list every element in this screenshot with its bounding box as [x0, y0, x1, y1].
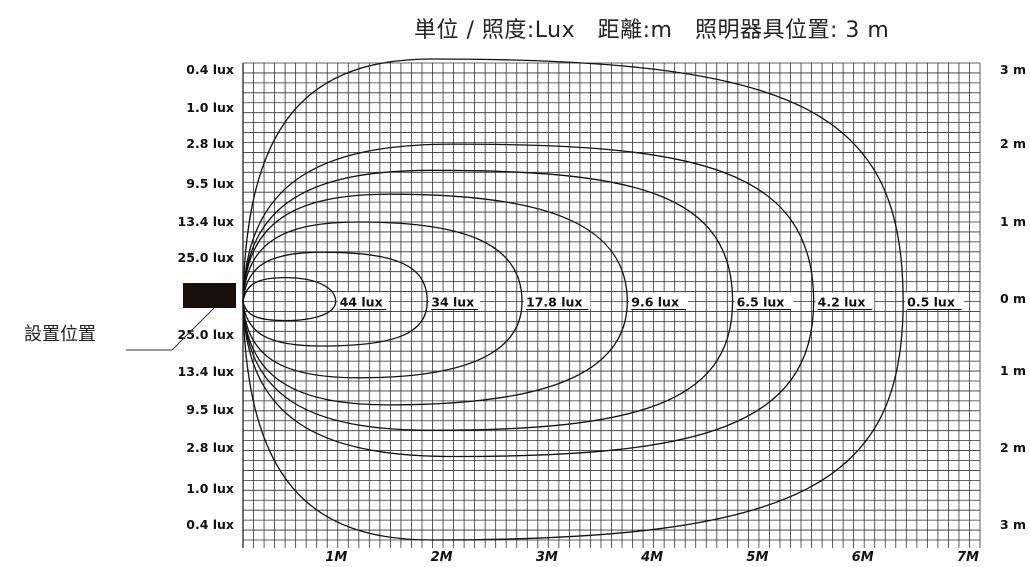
contour-label-bg: [905, 292, 964, 310]
installation-leader-line: [126, 307, 215, 351]
contour-label: 9.6 lux: [631, 295, 679, 310]
contour-label-bg: [815, 292, 875, 310]
contour-label-bg: [734, 292, 794, 310]
contour-label-bg: [629, 292, 688, 310]
left-lux-label: 25.0 lux: [178, 250, 234, 265]
left-lux-label: 0.4 lux: [186, 517, 234, 532]
contour-6: [242, 58, 904, 541]
right-distance-label: 1 m: [1000, 363, 1026, 378]
x-tick-label: 7M: [957, 550, 979, 565]
contour-3: [242, 193, 628, 406]
left-lux-label: 2.8 lux: [186, 136, 234, 151]
fixture-block: [183, 283, 236, 308]
x-tick-label: 3M: [536, 550, 558, 565]
contour-5: [242, 143, 815, 458]
left-lux-label: 0.4 lux: [186, 62, 234, 77]
contour-label-bg: [524, 292, 591, 310]
contour-label: 6.5 lux: [737, 295, 785, 310]
contour-2: [242, 221, 523, 379]
left-lux-label: 13.4 lux: [178, 364, 234, 379]
left-lux-label: 25.0 lux: [178, 327, 234, 342]
x-tick-label: 5M: [746, 550, 768, 565]
contour-label: 0.5 lux: [907, 295, 955, 310]
x-tick-label: 6M: [852, 550, 874, 565]
x-tick-label: 4M: [640, 550, 663, 565]
contour-label: 17.8 lux: [526, 295, 582, 310]
right-distance-label: 2 m: [1000, 440, 1026, 455]
right-distance-label: 0 m: [1000, 291, 1026, 306]
right-distance-labels: 3 m 2 m 1 m 0 m 1 m 2 m 3 m: [1000, 62, 1026, 532]
contour-4: [242, 169, 734, 431]
left-lux-label: 2.8 lux: [186, 440, 234, 455]
x-tick-label: 1M: [325, 550, 347, 565]
right-distance-label: 1 m: [1000, 214, 1026, 229]
left-lux-label: 9.5 lux: [186, 402, 234, 417]
left-lux-label: 9.5 lux: [186, 176, 234, 191]
x-tick-label: 2M: [431, 550, 453, 565]
left-lux-label: 1.0 lux: [186, 100, 234, 115]
left-lux-label: 1.0 lux: [186, 481, 234, 496]
right-distance-label: 3 m: [1000, 517, 1026, 532]
contour-label-bg: [429, 292, 481, 310]
x-axis-ticks: 1M 2M 3M 4M 5M 6M 7M: [325, 550, 979, 565]
right-distance-label: 3 m: [1000, 62, 1026, 77]
contour-label: 4.2 lux: [818, 295, 866, 310]
contour-label: 34 lux: [431, 295, 474, 310]
contour-lines: [242, 58, 904, 541]
installation-label: 設置位置: [24, 324, 96, 345]
contour-label: 44 lux: [340, 295, 383, 310]
right-distance-label: 2 m: [1000, 136, 1026, 151]
contour-0: [242, 276, 337, 322]
left-lux-label: 13.4 lux: [178, 214, 234, 229]
installation-marker: 設置位置: [24, 283, 236, 351]
left-lux-labels: 0.4 lux 1.0 lux 2.8 lux 9.5 lux 13.4 lux 25.0…: [178, 62, 234, 532]
contour-labels: 44 lux 34 lux 17.8 lux 9.6 lux 6.5 lux 4.2 lu…: [337, 292, 964, 310]
contour-1: [242, 251, 428, 347]
contour-label-bg: [337, 292, 389, 310]
page-title: 単位 / 照度:Lux 距離:m 照明器具位置: 3 m: [414, 18, 890, 43]
